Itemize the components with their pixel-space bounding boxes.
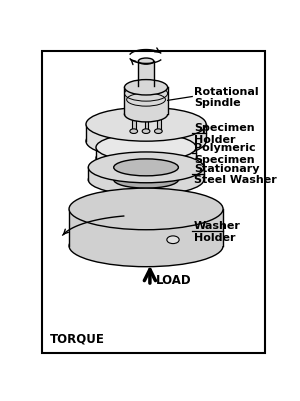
Ellipse shape [114, 160, 178, 176]
Text: Rotational
Spindle: Rotational Spindle [194, 87, 258, 108]
FancyBboxPatch shape [124, 88, 168, 115]
FancyBboxPatch shape [138, 62, 154, 87]
Text: Stationary
Steel Washer: Stationary Steel Washer [194, 163, 277, 185]
Ellipse shape [69, 225, 223, 267]
Ellipse shape [138, 59, 154, 65]
Ellipse shape [119, 127, 130, 132]
Ellipse shape [167, 236, 179, 244]
Ellipse shape [154, 130, 162, 134]
Ellipse shape [142, 130, 150, 134]
Bar [132, 115, 136, 132]
Ellipse shape [96, 134, 196, 162]
Ellipse shape [86, 125, 206, 159]
Text: Specimen
Holder: Specimen Holder [194, 123, 254, 144]
Ellipse shape [142, 146, 150, 150]
Ellipse shape [138, 83, 154, 89]
Ellipse shape [124, 80, 168, 96]
Ellipse shape [114, 172, 178, 189]
Bar [145, 115, 148, 132]
FancyBboxPatch shape [86, 125, 206, 142]
FancyBboxPatch shape [88, 168, 204, 180]
Text: Washer
Holder: Washer Holder [194, 221, 241, 243]
Bar [157, 115, 161, 132]
Ellipse shape [86, 108, 206, 142]
Ellipse shape [162, 127, 173, 132]
FancyBboxPatch shape [96, 148, 196, 159]
Ellipse shape [130, 130, 138, 134]
FancyBboxPatch shape [115, 168, 178, 180]
Text: LOAD: LOAD [156, 273, 192, 287]
Ellipse shape [137, 126, 155, 134]
FancyBboxPatch shape [69, 209, 223, 246]
Ellipse shape [124, 107, 168, 123]
Ellipse shape [88, 152, 204, 183]
Text: Polymeric
Specimen: Polymeric Specimen [194, 143, 255, 164]
Ellipse shape [69, 189, 223, 230]
Ellipse shape [96, 145, 196, 172]
Ellipse shape [88, 165, 204, 196]
Text: TORQUE: TORQUE [50, 332, 105, 345]
